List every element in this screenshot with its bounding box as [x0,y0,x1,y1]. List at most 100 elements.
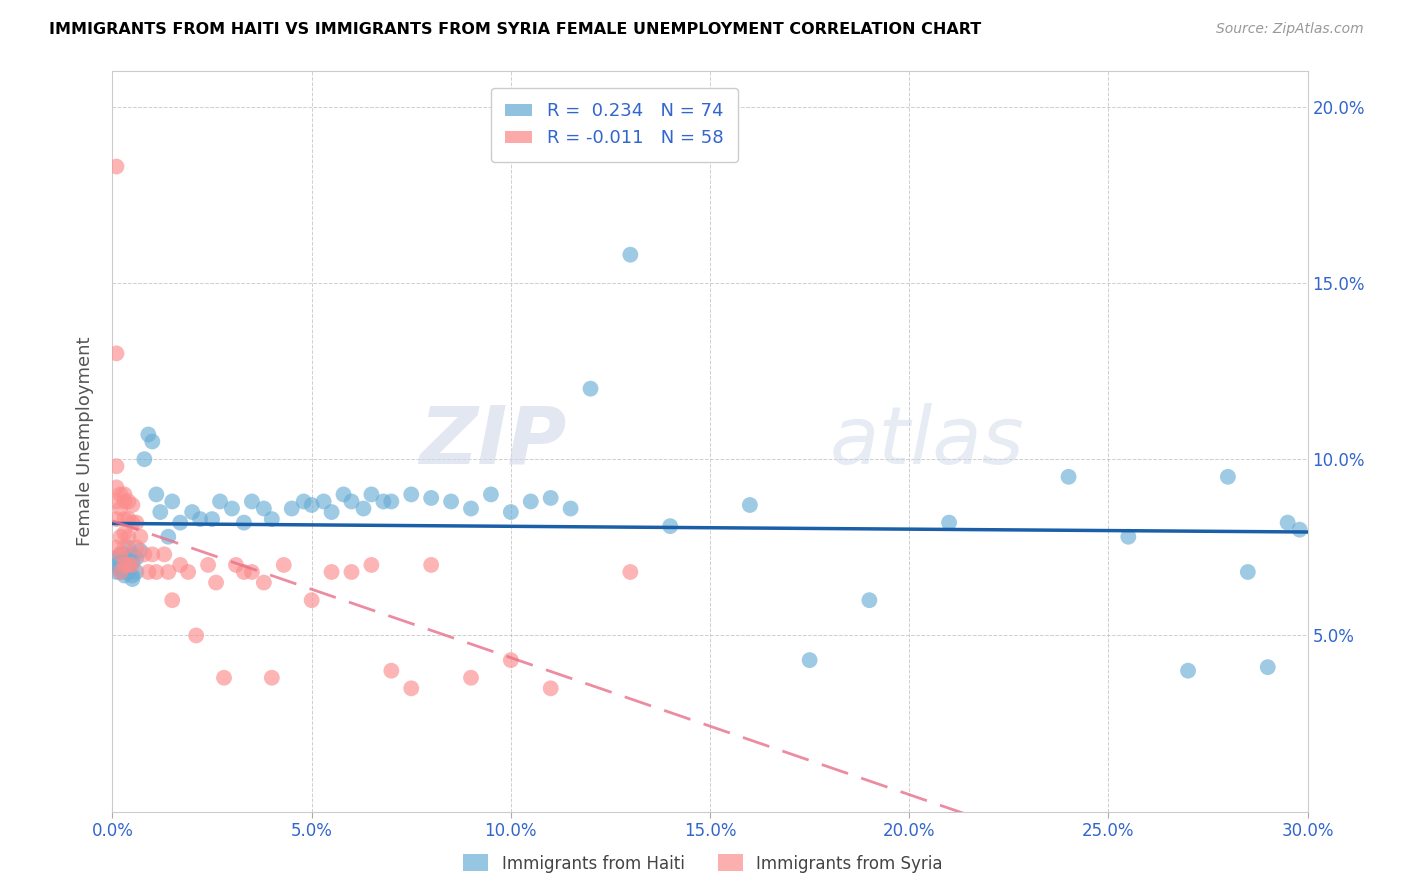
Point [401,681,423,696]
Point [373,494,395,508]
Point [134,452,156,467]
Point [105,541,128,555]
Point [380,494,402,508]
Point [114,512,135,526]
Point [332,487,354,501]
Point [233,565,256,579]
Point [110,547,132,561]
Point [117,512,139,526]
Point [110,547,132,561]
Point [799,653,821,667]
Point [134,547,156,561]
Point [121,516,143,530]
Point [1057,470,1080,484]
Point [619,248,641,262]
Point [138,427,160,442]
Point [145,565,167,579]
Point [253,501,276,516]
Point [121,568,143,582]
Point [110,530,132,544]
Point [281,501,304,516]
Point [125,516,148,530]
Point [353,501,375,516]
Point [738,498,761,512]
Point [260,512,283,526]
Point [209,494,232,508]
Point [125,550,148,565]
Point [105,550,128,565]
Point [659,519,682,533]
Point [125,565,148,579]
Point [129,530,152,544]
Point [201,512,224,526]
Point [619,565,641,579]
Point [212,671,235,685]
Point [105,494,128,508]
Point [117,530,139,544]
Point [117,565,139,579]
Point [117,561,139,575]
Point [233,516,256,530]
Point [460,671,482,685]
Point [121,498,143,512]
Point [321,505,343,519]
Point [169,558,191,572]
Text: IMMIGRANTS FROM HAITI VS IMMIGRANTS FROM SYRIA FEMALE UNEMPLOYMENT CORRELATION C: IMMIGRANTS FROM HAITI VS IMMIGRANTS FROM… [49,22,981,37]
Point [138,565,160,579]
Point [1118,530,1140,544]
Point [117,550,139,565]
Point [1177,664,1199,678]
Point [110,565,132,579]
Point [380,664,402,678]
Point [1257,660,1279,674]
Point [205,575,228,590]
Point [169,516,191,530]
Point [105,459,128,474]
Point [312,494,335,508]
Point [360,487,382,501]
Point [479,487,502,501]
Point [114,487,135,501]
Point [499,505,522,519]
Point [253,575,276,590]
Point [114,526,135,541]
Point [110,554,132,568]
Point [105,480,128,494]
Y-axis label: Female Unemployment: Female Unemployment [76,337,94,546]
Point [301,498,323,512]
Point [114,547,135,561]
Point [105,160,128,174]
Point [858,593,880,607]
Point [273,558,295,572]
Point [460,501,482,516]
Point [420,491,443,505]
Point [301,593,323,607]
Point [560,501,582,516]
Text: ZIP: ZIP [419,402,567,481]
Point [114,494,135,508]
Point [181,505,204,519]
Point [260,671,283,685]
Point [121,558,143,572]
Point [157,530,180,544]
Point [149,505,172,519]
Point [121,554,143,568]
Point [540,491,562,505]
Point [145,487,167,501]
Point [401,487,423,501]
Point [340,494,363,508]
Point [1277,516,1299,530]
Point [1237,565,1260,579]
Point [105,565,128,579]
Point [225,558,247,572]
Point [121,547,143,561]
Point [240,565,263,579]
Text: Source: ZipAtlas.com: Source: ZipAtlas.com [1216,22,1364,37]
Point [125,541,148,555]
Point [110,501,132,516]
Point [360,558,382,572]
Point [114,565,135,579]
Point [540,681,562,696]
Point [110,487,132,501]
Point [420,558,443,572]
